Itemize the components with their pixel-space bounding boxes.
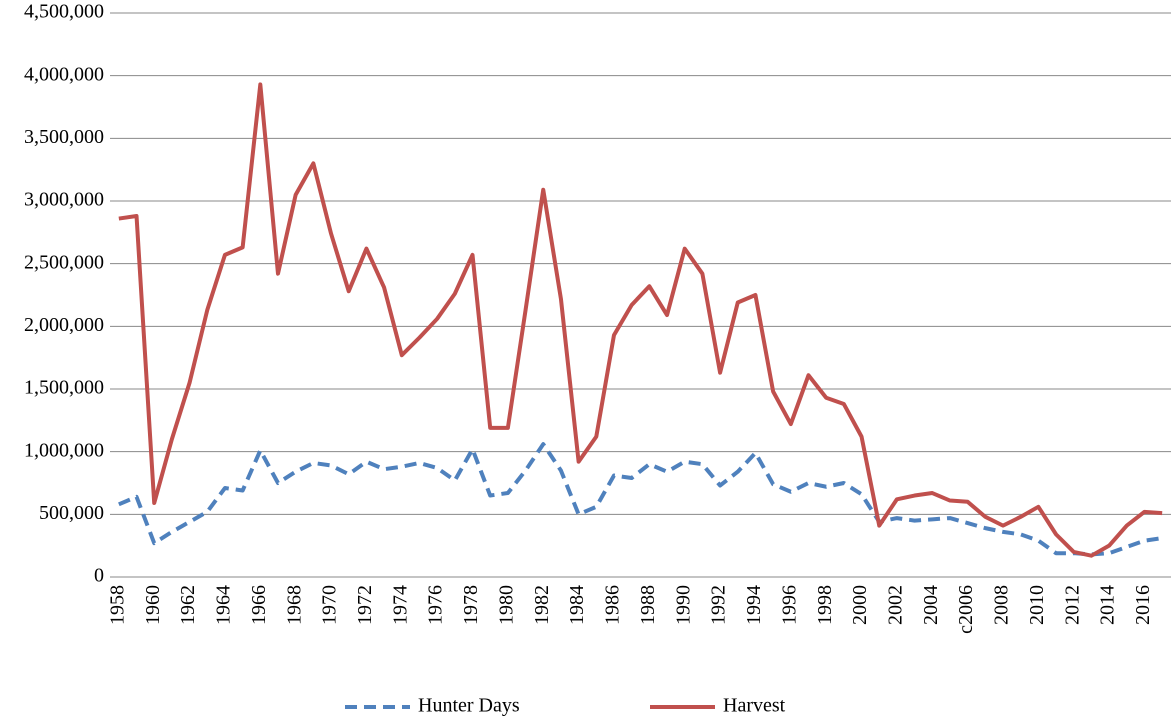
x-tick-label: 1996 <box>778 585 800 625</box>
x-tick-label: 2008 <box>991 585 1013 625</box>
series-line <box>118 82 1163 558</box>
y-tick-label: 2,500,000 <box>24 251 104 273</box>
legend-label: Harvest <box>723 695 786 717</box>
y-tick-label: 4,000,000 <box>24 63 104 85</box>
x-tick-label: 1992 <box>708 585 730 625</box>
x-tick-label: 1958 <box>106 585 128 625</box>
x-tick-label: 1986 <box>602 585 624 625</box>
x-tick-label: 1980 <box>495 585 517 625</box>
x-tick-label: 1998 <box>814 585 836 625</box>
x-tick-label: 1972 <box>354 585 376 625</box>
series-line <box>118 442 1163 557</box>
x-tick-label: 2014 <box>1097 585 1119 625</box>
legend-label: Hunter Days <box>418 695 520 717</box>
y-tick-label: 2,000,000 <box>24 314 104 336</box>
y-tick-label: 3,000,000 <box>24 189 104 211</box>
x-tick-label: 1970 <box>319 585 341 625</box>
x-tick-label: c2006 <box>955 585 977 634</box>
x-tick-label: 1994 <box>743 585 765 625</box>
y-tick-label: 4,500,000 <box>24 1 104 23</box>
x-tick-label: 2010 <box>1026 585 1048 625</box>
x-tick-label: 1982 <box>531 585 553 625</box>
x-tick-label: 1984 <box>566 585 588 625</box>
x-tick-label: 2012 <box>1061 585 1083 625</box>
x-tick-label: 1990 <box>672 585 694 625</box>
x-tick-label: 1988 <box>637 585 659 625</box>
x-tick-label: 1960 <box>142 585 164 625</box>
x-tick-label: 1974 <box>389 585 411 625</box>
x-tick-label: 1978 <box>460 585 482 625</box>
x-tick-label: 2016 <box>1132 585 1154 625</box>
x-tick-label: 1966 <box>248 585 270 625</box>
x-tick-label: 1964 <box>213 585 235 625</box>
y-tick-label: 1,500,000 <box>24 377 104 399</box>
x-tick-label: 2000 <box>849 585 871 625</box>
y-tick-label: 500,000 <box>39 502 104 524</box>
y-tick-label: 0 <box>94 565 104 587</box>
x-tick-label: 1962 <box>177 585 199 625</box>
y-tick-label: 1,000,000 <box>24 439 104 461</box>
x-tick-label: 1976 <box>425 585 447 625</box>
x-tick-label: 2004 <box>920 585 942 625</box>
x-tick-label: 2002 <box>885 585 907 625</box>
y-tick-label: 3,500,000 <box>24 126 104 148</box>
x-tick-label: 1968 <box>283 585 305 625</box>
